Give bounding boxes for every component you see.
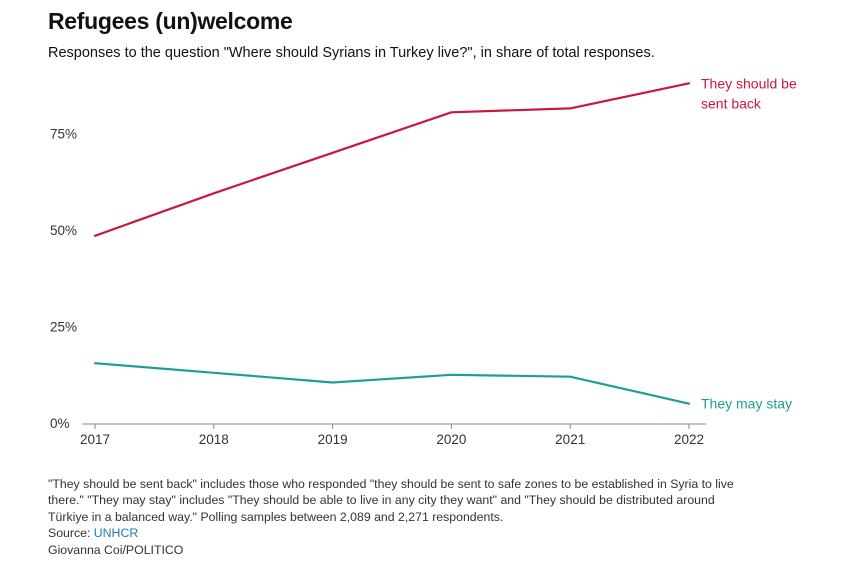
chart-notes: "They should be sent back" includes thos… — [48, 476, 808, 558]
x-tick-label: 2019 — [318, 432, 348, 447]
line-chart: 0% 25% 50% 75% 2017 2018 2019 2020 2021 2022 The… — [50, 75, 797, 447]
y-axis: 0% 25% 50% 75% — [50, 127, 77, 432]
x-tick-label: 2022 — [674, 432, 704, 447]
source-label: Source: — [48, 526, 94, 541]
chart-subtitle: Responses to the question "Where should … — [48, 45, 655, 61]
y-tick-label: 75% — [50, 127, 77, 142]
x-tick-label: 2018 — [199, 432, 229, 447]
series-line-may-stay — [93, 362, 691, 405]
chart-title: Refugees (un)welcome — [48, 8, 293, 34]
series-label: They may stay — [701, 396, 792, 412]
source-line: Source: UNHCR — [48, 525, 808, 541]
x-tick-label: 2021 — [555, 432, 585, 447]
series-label: sent back — [701, 95, 762, 111]
x-tick-label: 2020 — [436, 432, 466, 447]
y-tick-label: 0% — [50, 416, 70, 431]
y-tick-label: 25% — [50, 320, 77, 335]
x-axis: 2017 2018 2019 2020 2021 2022 — [80, 423, 706, 447]
credit-line: Giovanna Coi/POLITICO — [48, 542, 184, 557]
series-label: They should be — [701, 75, 797, 91]
x-tick-label: 2017 — [80, 432, 110, 447]
note-line: Türkiye in a balanced way." Polling samp… — [48, 509, 504, 524]
source-link[interactable]: UNHCR — [93, 526, 139, 541]
series-line-sent-back — [93, 82, 691, 237]
note-line: "They should be sent back" includes thos… — [48, 477, 734, 491]
series-layer: They should be sent back They may stay — [93, 75, 797, 412]
note-line: there." "They may stay" includes "They s… — [48, 493, 715, 508]
y-tick-label: 50% — [50, 223, 77, 238]
